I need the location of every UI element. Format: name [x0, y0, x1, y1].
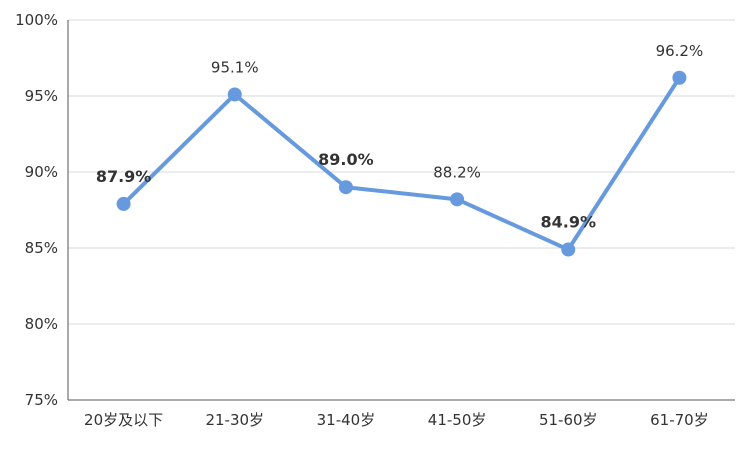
data-labels: 87.9% 95.1% 89.0% 88.2% 84.9% 96.2% [96, 42, 703, 232]
data-point [116, 196, 131, 211]
data-points [116, 70, 687, 257]
y-tick-label: 75% [25, 391, 58, 409]
gridlines [68, 19, 735, 325]
data-label: 88.2% [433, 163, 481, 181]
y-tick-label: 85% [25, 239, 58, 257]
series-line [121, 75, 682, 252]
data-point [227, 87, 242, 102]
data-label: 96.2% [656, 42, 704, 60]
y-tick-label: 90% [25, 163, 58, 181]
data-point [561, 242, 576, 257]
x-tick-label: 61-70岁 [650, 411, 709, 429]
y-tick-label: 95% [25, 87, 58, 105]
x-tick-label: 20岁及以下 [84, 411, 163, 429]
x-tick-label: 21-30岁 [205, 411, 264, 429]
series [121, 75, 682, 252]
data-point [672, 70, 687, 85]
data-point [338, 180, 353, 195]
data-label: 84.9% [540, 213, 596, 232]
data-label: 87.9% [96, 167, 152, 186]
axes [67, 20, 735, 401]
x-tick-label: 31-40岁 [317, 411, 376, 429]
data-point [450, 192, 465, 207]
y-tick-label: 100% [15, 11, 58, 29]
y-tick-label: 80% [25, 315, 58, 333]
x-tick-label: 51-60岁 [539, 411, 598, 429]
x-tick-label: 41-50岁 [428, 411, 487, 429]
y-tick-labels: 75% 80% 85% 90% 95% 100% [15, 11, 58, 409]
x-tick-labels: 20岁及以下 21-30岁 31-40岁 41-50岁 51-60岁 61-70岁 [84, 411, 709, 429]
data-label: 89.0% [318, 150, 374, 169]
data-label: 95.1% [211, 58, 259, 76]
